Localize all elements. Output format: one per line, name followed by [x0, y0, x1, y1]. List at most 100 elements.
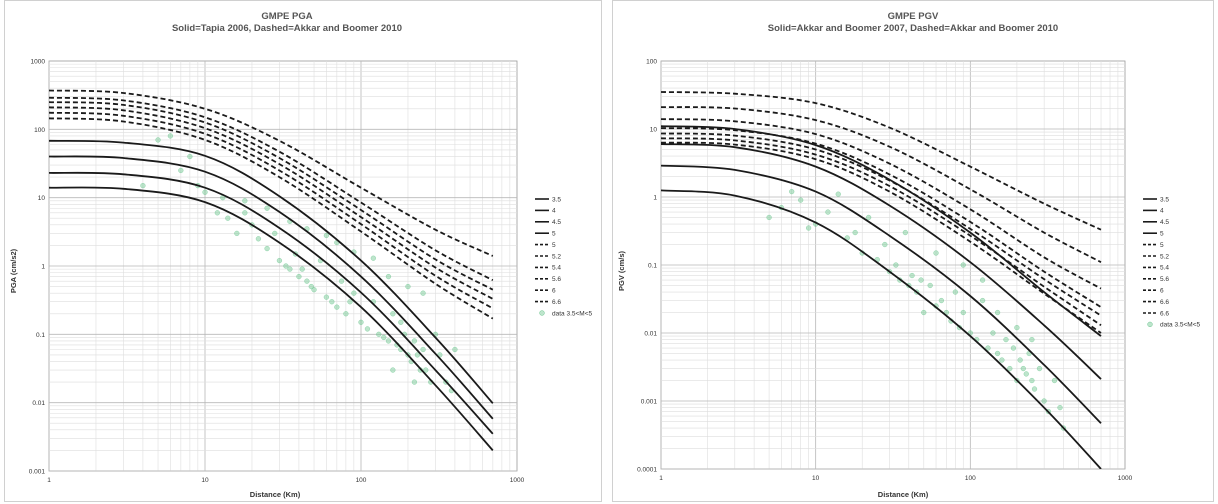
pgv-chart-panel: GMPE PGV Solid=Akkar and Boomer 2007, Da… [612, 0, 1214, 502]
scatter-point [1029, 336, 1035, 343]
scatter-point [304, 278, 310, 284]
legend-label: 5 [1160, 231, 1164, 238]
legend-label: 6 [1160, 288, 1164, 295]
scatter-point [452, 346, 458, 353]
scatter-point [789, 188, 795, 195]
series-line-4-solid [49, 171, 494, 435]
y-axis-label: PGV (cm/s) [617, 250, 626, 291]
scatter-point [979, 297, 986, 304]
scatter-point [242, 210, 248, 216]
series-line-6-dashed [49, 96, 494, 281]
scatter-point [1020, 365, 1026, 372]
scatter-point [255, 236, 262, 242]
scatter-point [214, 210, 221, 216]
legend-label: data 3.5<M<5 [552, 310, 592, 317]
pgv-chart: GMPE PGV Solid=Akkar and Boomer 2007, Da… [617, 11, 1200, 499]
chart-title: GMPE PGV [888, 11, 939, 22]
legend-label: data 3.5<M<5 [1160, 322, 1200, 329]
chart-subtitle: Solid=Akkar and Boomer 2007, Dashed=Akka… [768, 23, 1058, 34]
scatter-point [167, 133, 174, 139]
x-axis-label: Distance (Km) [250, 490, 301, 499]
scatter-point [405, 283, 411, 290]
scatter-point [902, 229, 908, 236]
y-tick-label: 0.0001 [637, 467, 657, 474]
scatter-point [1010, 345, 1017, 351]
legend-swatch-scatter [539, 310, 545, 316]
chart-title: GMPE PGA [261, 11, 312, 22]
series-line-5-4-dashed [49, 106, 494, 300]
scatter-point [140, 182, 146, 189]
scatter-point [329, 299, 335, 305]
x-tick-label: 10 [812, 475, 820, 482]
y-tick-label: 0.1 [648, 263, 657, 270]
series-line-5-dashed [49, 117, 494, 320]
series-line-6-dashed [661, 118, 1102, 290]
legend-label: 5 [552, 242, 556, 249]
scatter-point [994, 350, 1001, 357]
scatter-point [999, 357, 1005, 363]
scatter-point [347, 299, 353, 305]
series-line-4-5-solid [661, 143, 1102, 380]
scatter-point [338, 278, 345, 284]
pga-chart: GMPE PGA Solid=Tapia 2006, Dashed=Akkar … [9, 11, 592, 499]
scatter-point [933, 250, 939, 256]
scatter-point [370, 255, 377, 261]
x-tick-label: 100 [965, 475, 976, 482]
scatter-point [952, 289, 958, 295]
scatter-point [938, 297, 945, 304]
scatter-point [202, 189, 208, 195]
scatter-point [376, 331, 382, 337]
scatter-point [1036, 365, 1043, 372]
scatter-point [1007, 365, 1013, 372]
legend-label: 4.5 [1160, 219, 1169, 226]
legend-label: 6.6 [552, 299, 561, 306]
series-line-3-5-solid [661, 189, 1102, 469]
scatter-point [234, 230, 240, 237]
legend-label: 6 [552, 288, 556, 295]
scatter-point [960, 309, 966, 316]
scatter-point [909, 272, 915, 279]
x-tick-label: 1 [659, 475, 663, 482]
scatter-point [276, 257, 283, 264]
series-line-5-dashed [661, 141, 1102, 334]
scatter-point [411, 338, 418, 344]
scatter-point [805, 225, 812, 231]
y-tick-label: 10 [650, 127, 658, 134]
series-line-5-4-dashed [661, 132, 1102, 317]
scatter-point [364, 326, 371, 332]
scatter-point [311, 287, 317, 293]
scatter-point [1003, 336, 1009, 343]
scatter-point [1041, 398, 1047, 404]
legend-label: 4.5 [552, 219, 561, 226]
y-tick-label: 1 [653, 195, 657, 202]
y-tick-label: 0.001 [29, 469, 46, 476]
y-tick-label: 10 [38, 195, 46, 202]
x-tick-label: 1000 [1118, 475, 1133, 482]
scatter-point [1017, 357, 1023, 363]
chart-subtitle: Solid=Tapia 2006, Dashed=Akkar and Boome… [172, 23, 402, 34]
x-tick-label: 1000 [510, 477, 525, 484]
plot-marks [49, 89, 494, 451]
legend-label: 5.2 [552, 253, 561, 260]
series-line-6-6-dashed [661, 106, 1102, 263]
scatter-point [985, 345, 991, 351]
scatter-point [990, 330, 996, 336]
series-line-5-6-dashed [49, 101, 494, 291]
x-axis-label: Distance (Km) [878, 490, 929, 499]
scatter-point [390, 367, 396, 373]
legend-label: 5.4 [1160, 265, 1169, 272]
scatter-point [283, 263, 289, 269]
legend-label: 4 [1160, 208, 1164, 215]
legend-label: 5.6 [552, 276, 561, 283]
scatter-point [918, 277, 924, 283]
x-tick-label: 10 [201, 477, 209, 484]
scatter-point [343, 311, 349, 317]
scatter-point [1023, 371, 1029, 377]
series-line-5-2-dashed [49, 111, 494, 310]
scatter-point [979, 277, 986, 283]
scatter-point [798, 197, 804, 203]
series-line-5-solid [49, 139, 494, 404]
scatter-point [225, 215, 231, 221]
legend: 3.5 4 4.5 5 5 5.2 5.4 5.6 6 6.6 6.6 data 3.5<M<5 [1143, 196, 1200, 329]
scatter-point [334, 304, 340, 310]
